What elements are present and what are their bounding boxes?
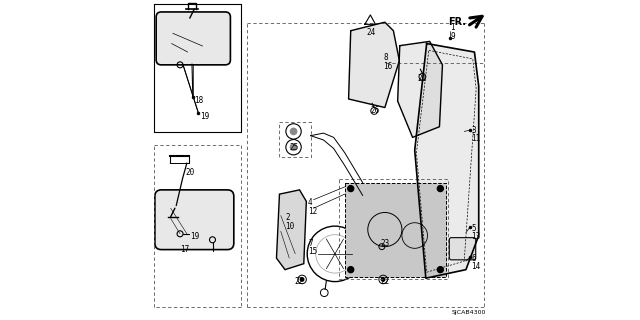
Text: 15: 15 [308, 247, 317, 256]
Text: 18: 18 [194, 96, 204, 105]
Polygon shape [276, 190, 307, 270]
Text: 22: 22 [381, 277, 390, 286]
Text: 5: 5 [472, 224, 476, 233]
Text: 4: 4 [308, 198, 313, 207]
Circle shape [348, 186, 354, 192]
Text: 1: 1 [450, 23, 455, 32]
Text: 9: 9 [450, 32, 455, 41]
Circle shape [290, 143, 298, 151]
Text: 22: 22 [294, 277, 303, 286]
Text: 19: 19 [190, 232, 199, 241]
Text: 17: 17 [180, 245, 189, 254]
Text: 19: 19 [200, 112, 209, 121]
FancyBboxPatch shape [156, 12, 230, 65]
Text: 25: 25 [289, 143, 298, 152]
Text: SJCAB4300: SJCAB4300 [451, 310, 486, 315]
Text: 16: 16 [383, 62, 392, 71]
Circle shape [348, 267, 354, 273]
Polygon shape [415, 44, 479, 278]
Circle shape [437, 186, 444, 192]
Text: 11: 11 [472, 134, 481, 143]
Bar [345, 183, 446, 277]
Text: FR.: FR. [448, 17, 466, 27]
Text: 7: 7 [308, 239, 313, 248]
Text: 8: 8 [383, 53, 388, 62]
Text: 14: 14 [472, 262, 481, 271]
Circle shape [437, 267, 444, 273]
Text: 3: 3 [472, 126, 476, 135]
Circle shape [381, 278, 385, 281]
Text: 26: 26 [371, 107, 380, 116]
Text: 2: 2 [285, 213, 290, 222]
Text: 6: 6 [472, 254, 476, 263]
Circle shape [300, 278, 304, 281]
Circle shape [290, 128, 298, 135]
FancyBboxPatch shape [155, 190, 234, 250]
Text: 23: 23 [381, 239, 390, 248]
Text: 13: 13 [472, 232, 481, 241]
Polygon shape [349, 22, 399, 108]
Text: 24: 24 [366, 28, 375, 36]
Text: 10: 10 [285, 222, 294, 231]
Text: 12: 12 [308, 207, 317, 216]
FancyBboxPatch shape [449, 238, 476, 260]
Text: 21: 21 [417, 75, 426, 84]
Text: 20: 20 [186, 168, 195, 177]
Polygon shape [397, 41, 442, 137]
